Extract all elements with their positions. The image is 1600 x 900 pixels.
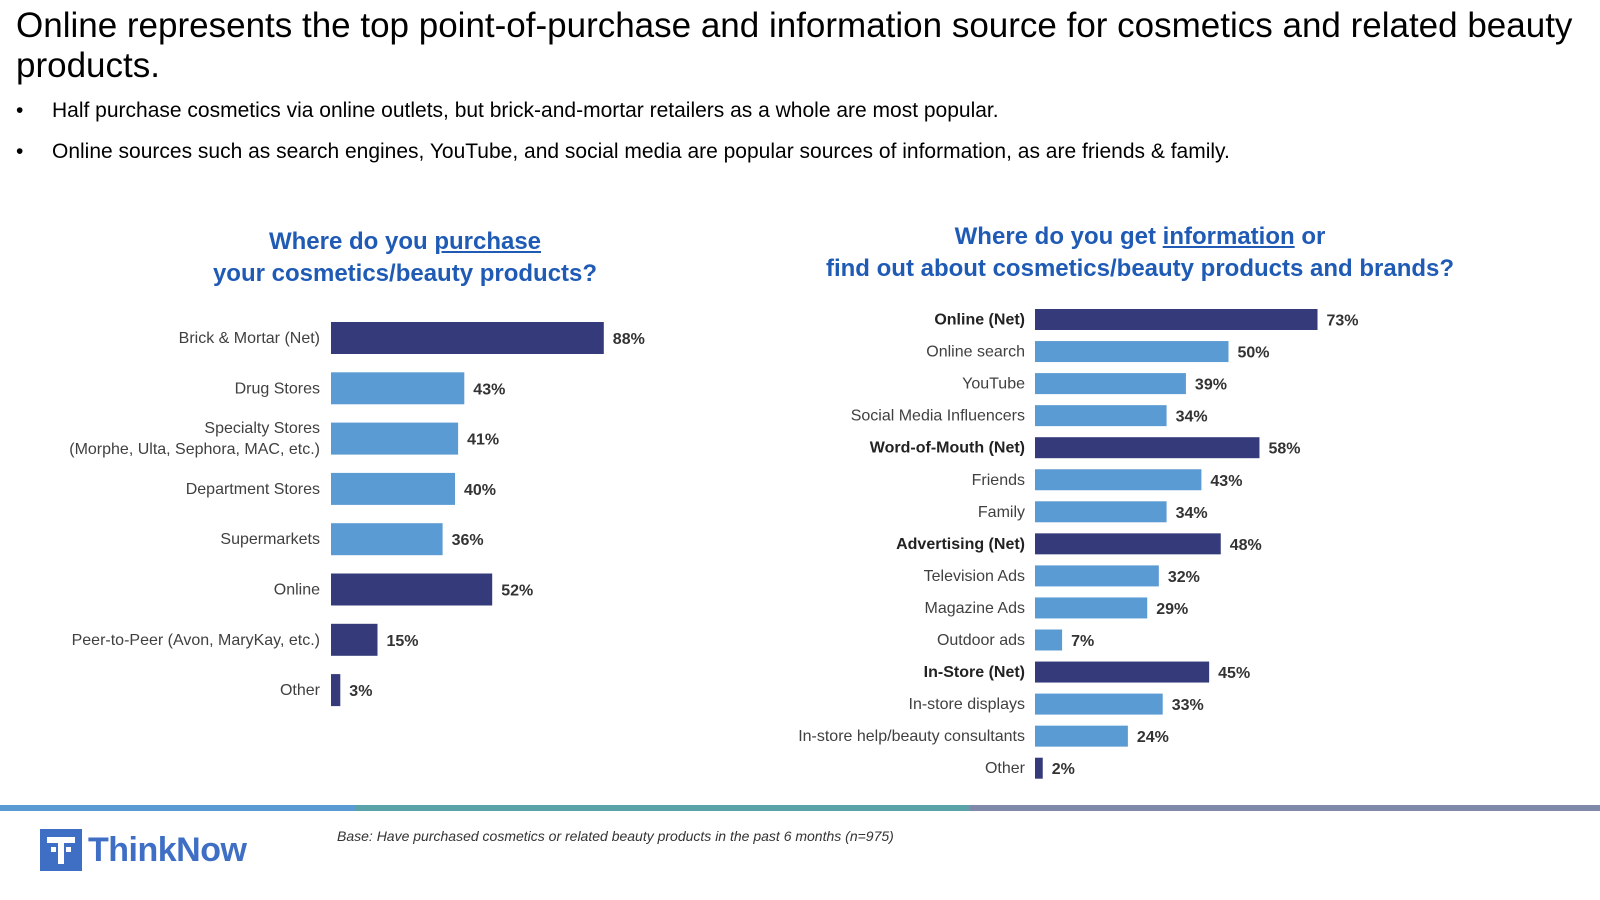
information-category-label: YouTube xyxy=(962,376,1025,393)
information-bar xyxy=(1035,533,1221,555)
information-category-label: Family xyxy=(978,504,1025,521)
information-category-label: Magazine Ads xyxy=(924,600,1025,617)
purchase-category-label: Online xyxy=(274,582,320,599)
information-value-label: 34% xyxy=(1176,505,1208,522)
footer-divider-blue xyxy=(0,805,355,811)
purchase-category-label: Supermarkets xyxy=(220,531,320,548)
information-category-label: In-store displays xyxy=(909,696,1026,713)
information-bar xyxy=(1035,309,1318,330)
information-value-label: 34% xyxy=(1176,409,1208,426)
bullet-item: • Half purchase cosmetics via online outl… xyxy=(16,99,999,122)
purchase-bar xyxy=(331,322,604,354)
footer-divider-slate xyxy=(970,805,1600,811)
purchase-category-label: Specialty Stores (Morphe, Ulta, Sephora, … xyxy=(69,420,320,458)
page-headline: Online represents the top point-of-purch… xyxy=(16,6,1573,85)
information-value-label: 7% xyxy=(1071,633,1094,650)
thinknow-logo: ThinkNow xyxy=(40,828,247,872)
information-category-label: Outdoor ads xyxy=(937,632,1025,649)
information-category-label: Online search xyxy=(926,344,1025,361)
information-bar xyxy=(1035,373,1186,395)
purchase-bar xyxy=(331,623,378,656)
information-bar xyxy=(1035,725,1128,747)
information-value-label: 50% xyxy=(1238,345,1270,362)
information-bar xyxy=(1035,597,1148,619)
information-bar xyxy=(1035,501,1167,523)
information-value-label: 33% xyxy=(1172,697,1204,714)
information-category-label: Advertising (Net) xyxy=(896,536,1025,553)
information-category-label: Online (Net) xyxy=(934,312,1025,329)
information-category-label: Television Ads xyxy=(924,568,1025,585)
information-value-label: 58% xyxy=(1268,441,1300,458)
purchase-chart-title: Where do you purchase your cosmetics/bea… xyxy=(212,228,598,287)
information-value-label: 73% xyxy=(1327,313,1359,330)
purchase-bar xyxy=(331,523,443,556)
purchase-category-label: Department Stores xyxy=(186,481,320,498)
information-bar xyxy=(1035,341,1229,363)
information-category-label: In-Store (Net) xyxy=(924,664,1025,681)
information-bar xyxy=(1035,437,1260,459)
purchase-value-label: 40% xyxy=(464,482,496,499)
information-bar-chart: 73% Online (Net) 50% Online search 39% YouTub… xyxy=(798,309,1359,779)
purchase-category-label: Brick & Mortar (Net) xyxy=(179,330,320,347)
purchase-bar xyxy=(331,573,493,606)
purchase-value-label: 43% xyxy=(473,381,505,398)
bullet-list: • Half purchase cosmetics via online outl… xyxy=(16,98,1576,180)
purchase-category-label: Drug Stores xyxy=(235,380,320,397)
information-value-label: 39% xyxy=(1195,377,1227,394)
purchase-bar xyxy=(331,472,455,505)
purchase-bar xyxy=(331,422,459,455)
purchase-bar xyxy=(331,372,465,405)
charts-canvas: 88% Brick & Mortar (Net) 43% Drug Stores 41%… xyxy=(69,309,1359,779)
information-value-label: 45% xyxy=(1218,665,1250,682)
logo-wordmark: ThinkNow xyxy=(88,830,247,869)
information-category-label: Friends xyxy=(972,472,1025,489)
information-bar xyxy=(1035,565,1159,587)
purchase-category-label: Peer-to-Peer (Avon, MaryKay, etc.) xyxy=(72,632,320,649)
information-value-label: 29% xyxy=(1156,601,1188,618)
purchase-value-label: 36% xyxy=(452,532,484,549)
purchase-value-label: 88% xyxy=(613,331,645,348)
information-value-label: 48% xyxy=(1230,537,1262,554)
information-chart-title: Where do you get information or find out… xyxy=(825,223,1455,282)
information-bar xyxy=(1035,661,1210,683)
purchase-category-label: Other xyxy=(280,682,321,699)
base-note: Base: Have purchased cosmetics or relate… xyxy=(337,828,894,844)
information-bar xyxy=(1035,757,1043,779)
information-value-label: 24% xyxy=(1137,729,1169,746)
purchase-value-label: 52% xyxy=(501,583,533,600)
information-bar xyxy=(1035,469,1202,491)
information-value-label: 2% xyxy=(1052,761,1075,778)
footer-divider-teal xyxy=(355,805,970,811)
information-bar xyxy=(1035,629,1063,651)
bullet-icon: • xyxy=(16,99,24,122)
information-bar xyxy=(1035,693,1163,715)
purchase-bar xyxy=(331,674,341,707)
information-category-label: Word-of-Mouth (Net) xyxy=(870,440,1025,457)
information-bar xyxy=(1035,405,1167,427)
thinknow-logo-icon xyxy=(40,829,82,871)
purchase-value-label: 3% xyxy=(349,683,372,700)
information-category-label: Other xyxy=(985,760,1026,777)
information-value-label: 43% xyxy=(1210,473,1242,490)
purchase-value-label: 15% xyxy=(387,633,419,650)
bullet-icon: • xyxy=(16,140,24,163)
purchase-bar-chart: 88% Brick & Mortar (Net) 43% Drug Stores 41%… xyxy=(69,322,645,707)
information-value-label: 32% xyxy=(1168,569,1200,586)
bullet-item: • Online sources such as search engines, … xyxy=(16,140,1230,163)
information-category-label: In-store help/beauty consultants xyxy=(798,728,1025,745)
purchase-value-label: 41% xyxy=(467,432,499,449)
information-category-label: Social Media Influencers xyxy=(851,408,1025,425)
